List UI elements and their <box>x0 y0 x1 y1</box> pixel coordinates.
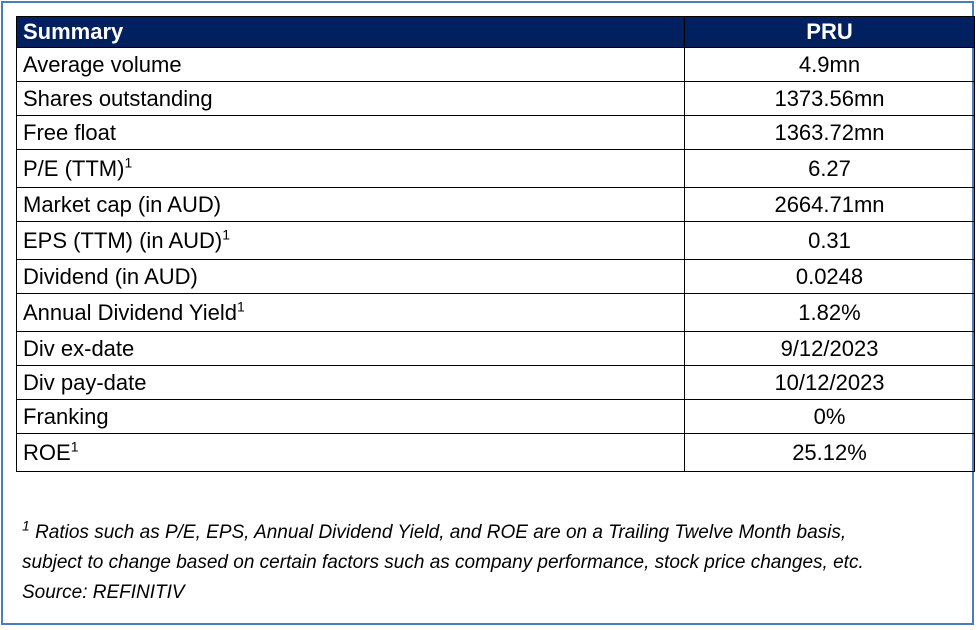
table-row: Div pay-date 10/12/2023 <box>16 365 975 400</box>
table-row: Market cap (in AUD) 2664.71mn <box>16 187 975 222</box>
table-row: EPS (TTM) (in AUD)1 0.31 <box>16 221 975 260</box>
row-value: 0.0248 <box>684 259 975 294</box>
row-value: 6.27 <box>684 149 975 188</box>
row-value: 1.82% <box>684 293 975 332</box>
footnote-marker: 1 <box>70 438 79 455</box>
row-label: Div pay-date <box>16 365 685 400</box>
row-value: 10/12/2023 <box>684 365 975 400</box>
row-value: 2664.71mn <box>684 187 975 222</box>
row-value: 0% <box>684 399 975 434</box>
row-value: 4.9mn <box>684 47 975 82</box>
row-label: EPS (TTM) (in AUD)1 <box>16 221 685 260</box>
table-row: P/E (TTM)1 6.27 <box>16 149 975 188</box>
row-value: 25.12% <box>684 433 975 472</box>
footnote-marker: 1 <box>222 226 231 243</box>
table-header-row: Summary PRU <box>16 16 975 48</box>
table-row: Average volume 4.9mn <box>16 47 975 82</box>
footnote-line-2: subject to change based on certain facto… <box>22 552 864 573</box>
footnote: 1 Ratios such as P/E, EPS, Annual Divide… <box>22 518 962 608</box>
table-row: Annual Dividend Yield1 1.82% <box>16 293 975 332</box>
row-value: 9/12/2023 <box>684 331 975 366</box>
table-row: Shares outstanding 1373.56mn <box>16 81 975 116</box>
footnote-marker: 1 <box>22 517 30 534</box>
footnote-marker: 1 <box>124 154 133 171</box>
table-row: Free float 1363.72mn <box>16 115 975 150</box>
row-label: P/E (TTM)1 <box>16 149 685 188</box>
table-row: ROE1 25.12% <box>16 433 975 472</box>
row-label: Div ex-date <box>16 331 685 366</box>
footnote-marker: 1 <box>237 298 245 315</box>
table-row: Div ex-date 9/12/2023 <box>16 331 975 366</box>
row-label: Annual Dividend Yield1 <box>16 293 685 332</box>
source-line: Source: REFINITIV <box>22 582 185 603</box>
row-label: Market cap (in AUD) <box>16 187 685 222</box>
footnote-line-1: 1 Ratios such as P/E, EPS, Annual Divide… <box>22 517 847 543</box>
row-label: Shares outstanding <box>16 81 685 116</box>
row-label: Franking <box>16 399 685 434</box>
header-summary: Summary <box>16 16 685 48</box>
summary-table: Summary PRU Average volume 4.9mn Shares … <box>16 16 975 472</box>
row-label: ROE1 <box>16 433 685 472</box>
header-ticker: PRU <box>684 16 975 48</box>
row-label: Average volume <box>16 47 685 82</box>
table-row: Franking 0% <box>16 399 975 434</box>
row-label: Dividend (in AUD) <box>16 259 685 294</box>
row-label: Free float <box>16 115 685 150</box>
table-row: Dividend (in AUD) 0.0248 <box>16 259 975 294</box>
row-value: 1363.72mn <box>684 115 975 150</box>
row-value: 0.31 <box>684 221 975 260</box>
row-value: 1373.56mn <box>684 81 975 116</box>
